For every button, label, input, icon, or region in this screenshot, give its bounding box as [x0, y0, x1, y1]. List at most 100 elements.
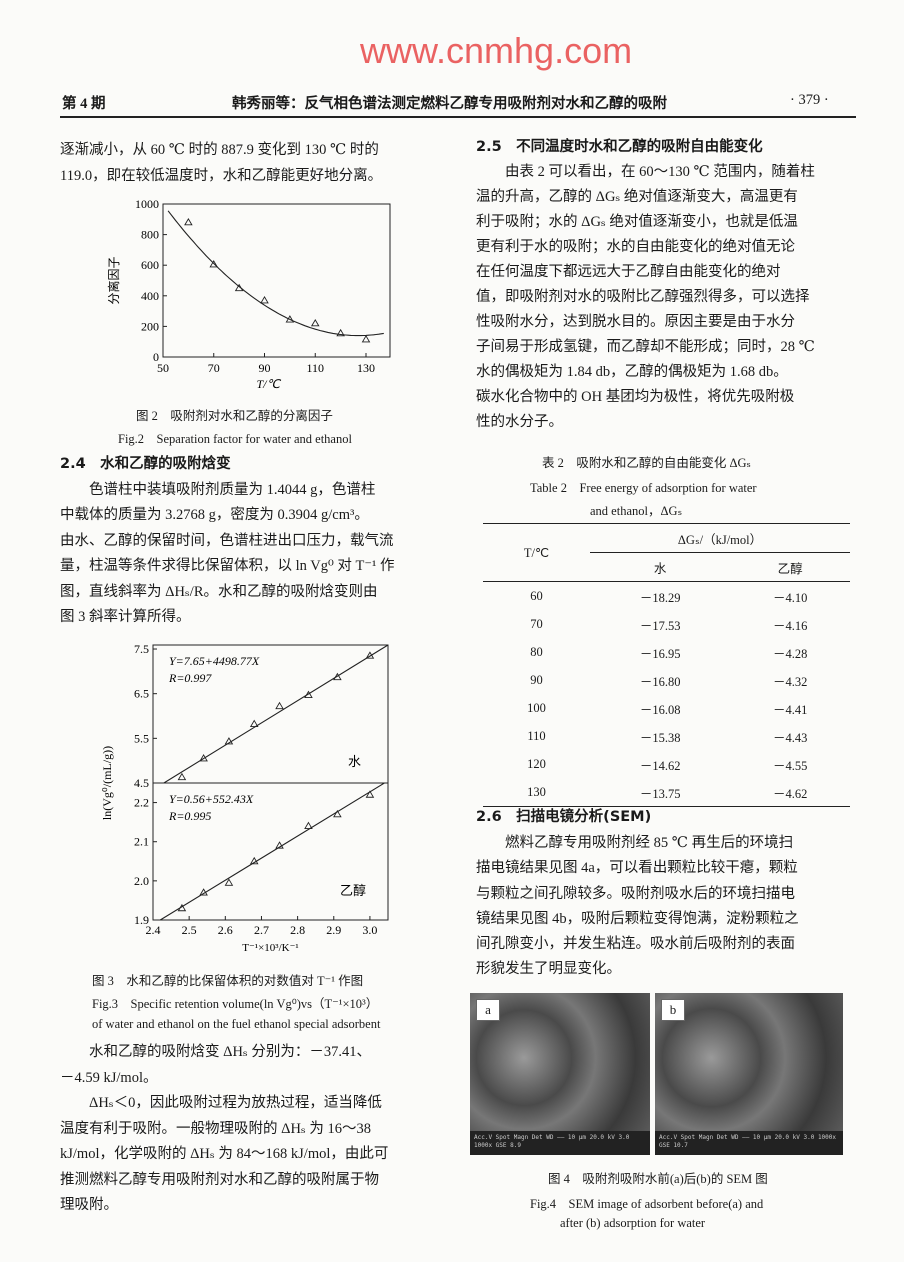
x-tick-label: 3.0 — [362, 923, 377, 937]
text-line: 由水、乙醇的保留时间，色谱柱进出口压力，载气流 — [60, 532, 394, 549]
x-tick-label: 2.8 — [290, 923, 305, 937]
y-tick-label: 400 — [141, 289, 159, 303]
data-point — [336, 328, 345, 337]
cell-water: －18.29 — [639, 590, 681, 605]
text-line: 理吸附。 — [60, 1197, 118, 1213]
section-2-6-heading: 2.6 扫描电镜分析(SEM) — [476, 809, 652, 825]
section-2-4-text: 色谱柱中装填吸附剂质量为 1.4044 g，色谱柱 中载体的质量为 3.2768 … — [60, 478, 395, 630]
text-line: 值，即吸附剂对水的吸附比乙醇强烈得多，可以选择 — [476, 289, 810, 305]
section-2-5-text: 由表 2 可以看出，在 60～130 ℃ 范围内，随着柱温的升高，乙醇的 ΔGₛ… — [476, 160, 815, 435]
data-point — [260, 295, 269, 304]
text-line: 由表 2 可以看出，在 60～130 ℃ 范围内，随着柱 — [505, 164, 815, 180]
page-number: · 379 · — [790, 92, 829, 108]
y-tick-label: 1.9 — [134, 913, 149, 927]
section-2-4-heading: 2.4 水和乙醇的吸附焓变 — [60, 456, 231, 472]
y-tick-label: 0 — [153, 350, 159, 364]
text-line: 子间易于形成氢键，而乙醇却不能形成；同时，28 ℃ — [476, 339, 815, 355]
text-line: kJ/mol，化学吸附的 ΔHₛ 为 84～168 kJ/mol，由此可 — [60, 1146, 389, 1162]
data-point — [177, 772, 187, 781]
x-tick-label: 2.6 — [218, 923, 233, 937]
plot-frame — [162, 203, 391, 358]
correlation-coefficient: R=0.995 — [168, 809, 211, 823]
text-line: 间孔隙变小，并发生粘连。吸水前后吸附剂的表面 — [476, 936, 795, 953]
cell-temperature: 60 — [530, 588, 543, 603]
text-line: 利于吸附；水的 ΔGₛ 绝对值逐渐变小，也就是低温 — [476, 214, 798, 230]
text-line: 图，直线斜率为 ΔHₛ/R。水和乙醇的吸附焓变则由 — [60, 583, 378, 600]
x-tick-label: 2.5 — [182, 923, 197, 937]
fig2-caption-en: Fig.2 Separation factor for water and et… — [118, 432, 352, 446]
text-line: 性的水分子。 — [476, 414, 563, 430]
cell-ethanol: －4.41 — [772, 702, 808, 717]
x-tick-label: 2.7 — [254, 923, 269, 937]
x-tick-label: 50 — [157, 361, 169, 375]
table-row: 60 －18.29 －4.10 — [483, 582, 850, 611]
cell-water: －15.38 — [639, 730, 681, 745]
text-line: 燃料乙醇专用吸附剂经 85 ℃ 再生后的环境扫 — [505, 835, 794, 851]
cell-ethanol: －4.55 — [772, 758, 808, 773]
data-point — [224, 878, 234, 886]
data-point — [234, 283, 244, 292]
cell-water: －16.95 — [639, 646, 681, 661]
data-point — [177, 903, 187, 912]
fig3-caption-en-1: Fig.3 Specific retention volume(ln Vg⁰)v… — [92, 997, 379, 1011]
x-tick-label: 90 — [259, 361, 271, 375]
sem-scalebar-a: Acc.V Spot Magn Det WD —— 10 μm 20.0 kV … — [470, 1131, 650, 1155]
table2-caption-en-1: Table 2 Free energy of adsorption for wa… — [530, 481, 757, 495]
table-row: 120 －14.62 －4.55 — [483, 750, 850, 778]
text-line: 水的偶极矩为 1.84 db，乙醇的偶极矩为 1.68 db。 — [476, 364, 788, 380]
text-line: 图 3 斜率计算所得。 — [60, 609, 191, 626]
table2-caption-en-2: and ethanol，ΔGₛ — [590, 504, 683, 518]
data-point — [209, 260, 219, 268]
table-row: 70 －17.53 －4.16 — [483, 610, 850, 638]
y-axis-label: ln(Vg⁰/(mL/g)) — [100, 746, 114, 820]
issue-number: 第 4 期 — [62, 96, 106, 112]
data-point — [304, 690, 313, 698]
y-tick-label: 800 — [141, 228, 159, 242]
cell-ethanol: －4.10 — [772, 590, 808, 605]
text-line: 在任何温度下都远远大于乙醇自由能变化的绝对 — [476, 264, 781, 280]
fig4-caption-en-1: Fig.4 SEM image of adsorbent before(a) a… — [530, 1197, 764, 1211]
col-header-temperature: T/℃ — [483, 523, 590, 582]
fig2-caption-cn: 图 2 吸附剂对水和乙醇的分离因子 — [136, 409, 333, 423]
col-header-ethanol: 乙醇 — [730, 552, 850, 582]
text-line: 推测燃料乙醇专用吸附剂对水和乙醇的吸附属于物 — [60, 1171, 379, 1188]
text-line: 温的升高，乙醇的 ΔGₛ 绝对值逐渐变大，高温更有 — [476, 189, 798, 205]
y-axis-label: 分离因子 — [106, 256, 121, 304]
y-tick-label: 600 — [141, 258, 159, 272]
cell-temperature: 70 — [530, 616, 543, 631]
cell-ethanol: －4.62 — [772, 786, 808, 801]
text-line: 量，柱温等条件求得比保留体积，以 ln Vg⁰ 对 T⁻¹ 作 — [60, 558, 395, 575]
table-row: 110 －15.38 －4.43 — [483, 722, 850, 750]
cell-water: －17.53 — [639, 618, 681, 633]
table-row: 130 －13.75 －4.62 — [483, 778, 850, 807]
x-tick-label: 130 — [357, 361, 375, 375]
section-2-6-text: 燃料乙醇专用吸附剂经 85 ℃ 再生后的环境扫描电镜结果见图 4a，可以看出颗粒… — [476, 831, 799, 983]
cell-temperature: 120 — [527, 756, 546, 771]
x-tick-label: 70 — [208, 361, 220, 375]
text-line: 中载体的质量为 3.2768 g，密度为 0.3904 g/cm³。 — [60, 507, 369, 524]
text-line: 描电镜结果见图 4a，可以看出颗粒比较干瘪，颗粒 — [476, 860, 798, 877]
figure-3-chart: 4.55.56.57.5Y=7.65+4498.77XR=0.997水1.92.… — [100, 642, 389, 954]
x-tick-label: 110 — [306, 361, 324, 375]
data-point — [333, 809, 342, 818]
cell-ethanol: －4.43 — [772, 730, 808, 745]
x-axis-label: T/℃ — [257, 377, 282, 391]
cell-temperature: 110 — [527, 728, 546, 743]
data-point — [184, 217, 193, 226]
cell-water: －13.75 — [639, 786, 681, 801]
fig4-caption-en-2: after (b) adsorption for water — [560, 1216, 706, 1230]
data-point — [361, 335, 371, 343]
header-rule — [60, 116, 856, 118]
text-line: 温度有利于吸附。一般物理吸附的 ΔHₛ 为 16～38 — [60, 1120, 372, 1137]
watermark: www.cnmhg.com — [360, 30, 633, 71]
cell-temperature: 100 — [527, 700, 546, 715]
col-header-water: 水 — [590, 552, 731, 582]
data-point — [285, 315, 295, 323]
cell-temperature: 90 — [530, 672, 543, 687]
table2-caption-cn: 表 2 吸附水和乙醇的自由能变化 ΔGₛ — [542, 456, 751, 470]
data-point — [199, 754, 208, 762]
text-line: 形貌发生了明显变化。 — [476, 961, 621, 978]
text-line: 逐渐减小，从 60 ℃ 时的 887.9 变化到 130 ℃ 时的 — [60, 142, 379, 158]
col-header-free-energy: ΔGₛ/（kJ/mol） — [590, 523, 850, 553]
regression-equation: Y=0.56+552.43X — [169, 792, 254, 806]
